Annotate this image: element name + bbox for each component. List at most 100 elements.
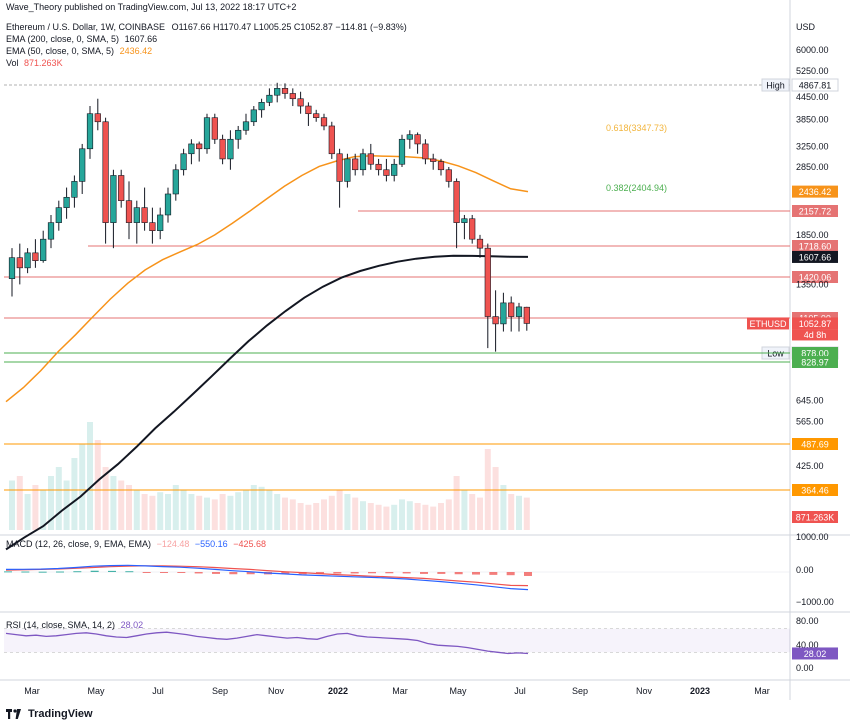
volume-bar xyxy=(297,503,304,530)
volume-bar xyxy=(79,444,86,530)
vol-legend: Vol 871.263K xyxy=(6,58,63,68)
volume-bar xyxy=(445,499,452,530)
rsi-line xyxy=(5,631,529,655)
level-tag-value: 2157.72 xyxy=(799,207,832,217)
candle-body xyxy=(172,169,179,195)
x-tick-label: 2023 xyxy=(690,686,710,696)
candle-body xyxy=(320,117,328,127)
candle-body xyxy=(297,98,304,107)
volume-bar xyxy=(250,485,257,530)
candle-body xyxy=(235,129,242,140)
candle-body xyxy=(476,238,484,249)
volume-bar xyxy=(258,486,265,530)
ohlc-text: O1167.66 H1170.47 L1005.25 C1052.87 −114… xyxy=(171,22,407,32)
level-tag-box xyxy=(792,438,838,450)
macd-hist-bar xyxy=(472,572,480,575)
macd-hist-bar xyxy=(402,572,411,574)
x-tick-label: Nov xyxy=(268,686,285,696)
footer-brand[interactable]: TradingView xyxy=(6,708,93,720)
macd-hist-bar xyxy=(246,572,255,575)
candle-body xyxy=(375,163,382,171)
volume-bar xyxy=(227,495,234,530)
price-tag-value: 1607.66 xyxy=(799,252,832,262)
volume-bar xyxy=(172,485,179,530)
volume-bar xyxy=(149,495,156,530)
volume-bar xyxy=(204,497,210,530)
volume-bar xyxy=(453,476,460,530)
volume-bar xyxy=(266,490,273,530)
publish-line: Wave_Theory published on TradingView.com… xyxy=(6,2,296,12)
x-tick-label: Mar xyxy=(24,686,40,696)
candle-body xyxy=(313,113,320,118)
x-tick-label: Sep xyxy=(572,686,588,696)
rsi-label: RSI (14, close, SMA, 14, 2) xyxy=(6,620,116,630)
level-tag-box xyxy=(792,205,838,217)
candle-body xyxy=(86,113,94,150)
candle-body xyxy=(32,252,39,261)
candle-body xyxy=(196,143,203,150)
volume-bar xyxy=(274,494,281,530)
footer-brand-text: TradingView xyxy=(28,708,93,720)
y-tick-label: 425.00 xyxy=(796,461,824,471)
level-tag-value: 364.46 xyxy=(801,486,829,496)
volume-bar xyxy=(87,422,93,530)
candle-body xyxy=(258,102,265,111)
rsi-tag-box xyxy=(792,647,838,660)
level-tag-box xyxy=(792,484,838,496)
macd-hist-bar xyxy=(316,572,324,574)
rsi-axis-label: 0.00 xyxy=(796,663,814,673)
macd-axis-label: 0.00 xyxy=(796,565,814,575)
y-tick-label: 5250.00 xyxy=(796,66,829,76)
candle-body xyxy=(110,175,117,223)
candle-body xyxy=(102,121,109,223)
level-tag-value: 1718.60 xyxy=(799,242,832,252)
candle-body xyxy=(359,153,367,171)
candle-body xyxy=(211,117,218,140)
candle-body xyxy=(180,153,187,171)
volume-bar xyxy=(477,497,483,530)
volume-bar xyxy=(40,489,47,530)
price-tag-box xyxy=(792,250,838,263)
x-tick-label: Sep xyxy=(212,686,228,696)
macd-legend: MACD (12, 26, close, 9, EMA, EMA) −124.4… xyxy=(6,539,266,549)
candle-body xyxy=(188,143,195,155)
candle-body xyxy=(523,306,530,324)
volume-bar xyxy=(180,489,187,530)
rsi-axis-label: 40.00 xyxy=(796,640,819,650)
volume-bar xyxy=(289,499,296,530)
candle-body xyxy=(484,247,491,317)
x-tick-label: 2022 xyxy=(328,686,348,696)
macd-hist-bar xyxy=(4,571,12,573)
x-tick-label: May xyxy=(87,686,105,696)
symbol-text: Ethereum / U.S. Dollar, 1W, COINBASE xyxy=(6,22,166,32)
candle-body xyxy=(242,121,250,131)
volume-bar xyxy=(165,494,171,530)
candle-body xyxy=(406,134,413,140)
price-tag-box xyxy=(792,317,838,330)
volume-tag-box xyxy=(792,511,838,523)
volume-bar xyxy=(500,485,507,530)
volume-bar xyxy=(399,499,405,530)
candle-body xyxy=(266,94,273,103)
volume-bar xyxy=(461,490,468,530)
candle-body xyxy=(430,158,437,162)
level-name-label: High xyxy=(766,81,785,91)
candle-body xyxy=(414,134,421,145)
candle-body xyxy=(40,238,47,261)
candle-body xyxy=(227,138,234,160)
macd-hist-bar xyxy=(506,572,515,576)
publish-text: Wave_Theory published on TradingView.com… xyxy=(6,2,297,12)
ema50-label: EMA (50, close, 0, SMA, 5) xyxy=(6,46,115,56)
ema200-value: 1607.66 xyxy=(124,34,158,44)
macd-hist-bar xyxy=(125,571,134,573)
candle-body xyxy=(79,148,86,182)
macd-hist-bar xyxy=(385,572,394,574)
macd-hist-bar xyxy=(177,572,186,573)
volume-bar xyxy=(313,503,320,530)
macd-line-value: −550.16 xyxy=(194,539,228,549)
y-tick-label: 565.00 xyxy=(796,416,824,426)
volume-bar xyxy=(305,504,312,530)
volume-bar xyxy=(367,503,374,530)
volume-bar xyxy=(516,495,522,530)
